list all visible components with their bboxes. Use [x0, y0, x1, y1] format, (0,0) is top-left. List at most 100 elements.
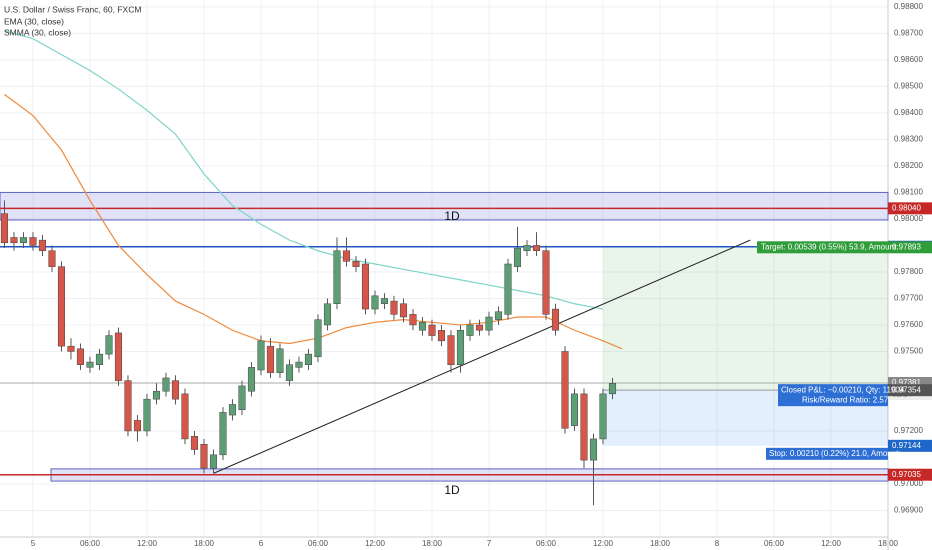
candle-body: [228, 404, 237, 416]
candle-body: [266, 345, 275, 373]
chart-title: U.S. Dollar / Swiss Franc, 60, FXCM: [4, 4, 141, 14]
indicator-name: EMA (30, close): [4, 16, 64, 26]
y-tick-label: 0.98300: [894, 135, 923, 144]
y-tick-label: 0.97800: [894, 267, 923, 276]
trendline: [213, 239, 751, 474]
stop-text-bg: [766, 447, 888, 460]
level-label: 0.98040: [892, 203, 921, 212]
candle-body: [323, 303, 332, 326]
candle-body: [570, 393, 579, 426]
x-tick-label: 5: [31, 539, 36, 548]
y-tick-label: 0.98500: [894, 82, 923, 91]
candle-body: [124, 380, 132, 432]
candle-body: [247, 367, 256, 392]
indicator-name: SMMA (30, close): [4, 27, 71, 37]
candle-body: [513, 247, 522, 267]
rr-text: Risk/Reward Ratio: 2.57: [802, 395, 889, 404]
x-tick-label: 06:00: [80, 539, 101, 548]
x-tick-label: 18:00: [194, 539, 215, 548]
candle-body: [67, 345, 75, 352]
x-tick-label: 12:00: [365, 539, 386, 548]
candle-body: [238, 385, 246, 411]
candle-body: [29, 237, 37, 246]
candle-body: [589, 438, 598, 461]
x-tick-label: 6: [259, 539, 264, 548]
candle-body: [133, 420, 142, 432]
target-zone: [602, 247, 888, 391]
candle-body: [561, 351, 569, 429]
target-text: Target: 0.00539 (0.55%) 53.9, Amount:: [761, 242, 898, 251]
y-tick-label: 0.97700: [894, 294, 923, 303]
level-label-bg: [888, 202, 932, 215]
candle-body: [162, 377, 170, 392]
candle-body: [48, 250, 56, 267]
x-tick-label: 18:00: [650, 539, 671, 548]
candle-body: [352, 261, 360, 267]
candle-body: [276, 348, 284, 373]
candle-body: [219, 412, 227, 456]
y-tick-label: 0.97500: [894, 347, 923, 356]
candle-body: [105, 335, 113, 355]
y-tick-label: 0.98600: [894, 55, 923, 64]
candle-body: [314, 319, 322, 358]
target-label-bg: [888, 241, 932, 254]
candle-body: [580, 393, 588, 461]
candle-body: [466, 324, 474, 336]
candle-body: [95, 353, 104, 365]
entry-label-bg: [888, 384, 932, 397]
candle-body: [171, 380, 180, 400]
current-price-label: 0.97381: [892, 378, 921, 387]
candle-body: [143, 398, 151, 432]
candle-body: [200, 443, 208, 469]
candle-body: [86, 361, 94, 368]
level-label-bg: [888, 468, 932, 481]
target-text-bg: [757, 241, 888, 254]
y-tick-label: 0.96900: [894, 506, 923, 515]
x-tick-label: 12:00: [593, 539, 614, 548]
candle-body: [437, 330, 446, 342]
x-tick-label: 12:00: [137, 539, 158, 548]
candle-body: [10, 237, 18, 244]
y-tick-label: 0.98800: [894, 2, 923, 11]
candle-body: [114, 332, 123, 381]
candle-body: [542, 250, 550, 315]
x-tick-label: 12:00: [821, 539, 842, 548]
candle-body: [333, 250, 341, 305]
candle-body: [494, 311, 503, 320]
y-tick-label: 0.97000: [894, 479, 923, 488]
candle-body: [152, 390, 161, 400]
y-tick-label: 0.98200: [894, 161, 923, 170]
x-tick-label: 7: [487, 539, 492, 548]
y-tick-label: 0.97600: [894, 320, 923, 329]
candle-body: [304, 353, 313, 365]
x-tick-label: 06:00: [308, 539, 329, 548]
candle-body: [342, 250, 351, 262]
candle-body: [38, 239, 47, 251]
candle-body: [209, 454, 218, 469]
y-tick-label: 0.98700: [894, 29, 923, 38]
candle-body: [504, 263, 512, 315]
candle-body: [523, 245, 531, 251]
candle-body: [380, 298, 389, 305]
candle-body: [76, 348, 85, 365]
candle-body: [285, 364, 294, 381]
pnl-bg: [778, 384, 888, 407]
candle-body: [485, 316, 493, 331]
candle-body: [181, 393, 189, 440]
target-label: 0.97893: [892, 242, 921, 251]
stop-label: 0.97144: [892, 441, 921, 450]
x-tick-label: 06:00: [764, 539, 785, 548]
candle-body: [456, 330, 465, 365]
candle-body: [608, 383, 617, 395]
candle-body: [447, 335, 455, 365]
entry-label: 0.97354: [892, 385, 921, 394]
pnl-text: Closed P&L: −0.00210, Qty: 11904: [781, 385, 905, 394]
candle-body: [428, 324, 436, 336]
candle-body: [57, 266, 66, 347]
candle-body: [399, 303, 408, 318]
stop-text: Stop: 0.00210 (0.22%) 21.0, Amount:: [769, 449, 901, 458]
candle-body: [418, 322, 427, 331]
y-tick-label: 0.98400: [894, 108, 923, 117]
candle-body: [257, 340, 265, 371]
x-tick-label: 18:00: [422, 539, 443, 548]
